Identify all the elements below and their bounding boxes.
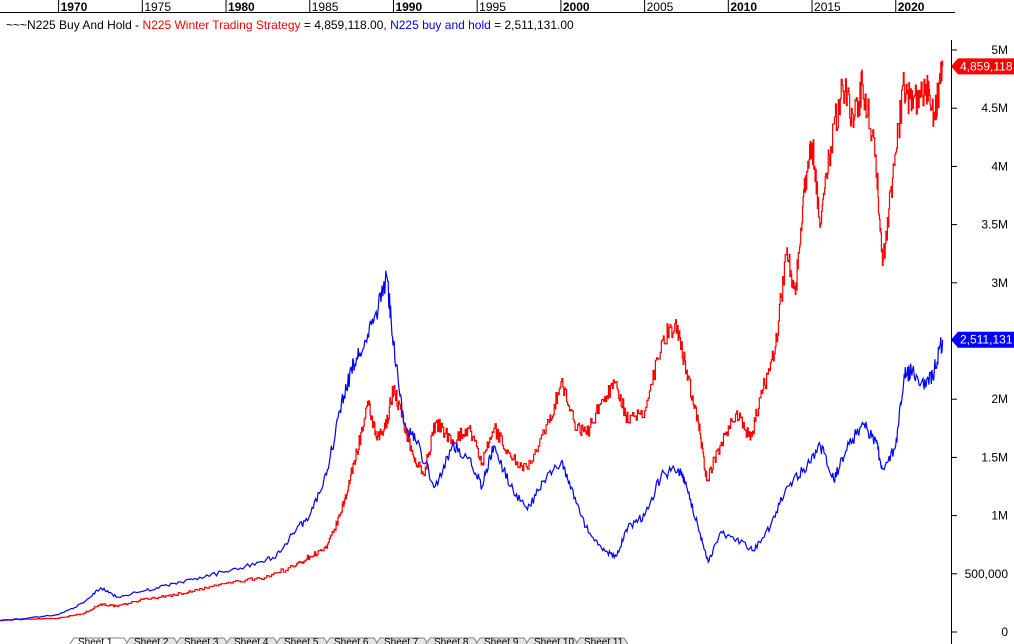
y-tick-label: 3.5M (981, 218, 1008, 232)
legend-strategy-label: N225 Winter Trading Strategy (142, 18, 300, 32)
sheet-tab[interactable] (425, 637, 479, 644)
sheet-tab-label: Sheet 3 (184, 637, 219, 644)
series-line-buy-and-hold (0, 270, 944, 622)
legend-buyhold-value: 2,511,131.00 (505, 18, 575, 32)
legend-separator: , (383, 18, 390, 32)
x-tick-label: 1970 (61, 0, 88, 14)
last-value-label: 4,859,118 (960, 59, 1013, 73)
last-value-marker (951, 58, 1014, 75)
x-tick-label: 1975 (144, 0, 171, 14)
y-tick-label: 500,000 (965, 567, 1009, 581)
sheet-tab-label: Sheet 8 (434, 637, 469, 644)
y-tick-label: 1.5M (981, 450, 1008, 464)
x-tick-label: 2005 (647, 0, 674, 14)
series-line-winter-strategy (0, 60, 944, 622)
x-axis-top: 1970 1975 1980 1985 1990 1995 2000 2005 2010 2015… (0, 0, 955, 14)
last-value-label: 2,511,131 (960, 333, 1013, 347)
sheet-tab-label: Sheet 1 (78, 637, 113, 644)
sheet-tab-label: Sheet 9 (484, 637, 519, 644)
sheet-tab[interactable] (225, 637, 279, 644)
sheet-tab-label: Sheet 5 (284, 637, 319, 644)
x-tick-label: 1995 (479, 0, 506, 14)
sheet-tab[interactable] (175, 637, 229, 644)
sheet-tab[interactable] (475, 637, 529, 644)
x-tick-label: 1990 (395, 0, 422, 14)
last-value-markers: 4,859,118 2,511,131 (951, 58, 1014, 348)
sheet-tab-label: Sheet 2 (134, 637, 169, 644)
legend-buyhold-eq: = (491, 18, 505, 32)
y-tick-label: 2M (991, 392, 1008, 406)
sheet-tab[interactable] (275, 637, 329, 644)
x-tick-label: 2000 (563, 0, 590, 14)
y-tick-label: 1M (991, 509, 1008, 523)
x-tick-label: 2015 (814, 0, 841, 14)
x-tick-label: 1985 (312, 0, 339, 14)
sheet-tab[interactable] (575, 637, 629, 644)
legend-buyhold-label: N225 buy and hold (390, 18, 491, 32)
sheet-tab[interactable] (325, 637, 379, 644)
sheet-tab-label: Sheet 11 (584, 637, 624, 644)
sheet-tab[interactable] (525, 637, 579, 644)
series-layer (0, 60, 944, 622)
y-tick-label: 5M (991, 43, 1008, 57)
sheet-tab[interactable] (125, 637, 179, 644)
sheet-tabs-bar: Sheet 1 Sheet 2 Sheet 3 Sheet 4 Sheet 5 Sheet… (69, 637, 629, 644)
y-tick-label: 3M (991, 276, 1008, 290)
legend-strategy-eq: = (301, 18, 315, 32)
legend: ~~~N225 Buy And Hold - N225 Winter Tradi… (6, 18, 574, 32)
sheet-tab-label: Sheet 7 (384, 637, 419, 644)
sheet-tab[interactable] (69, 637, 129, 644)
sheet-tab[interactable] (375, 637, 429, 644)
sheet-tab-label: Sheet 6 (334, 637, 369, 644)
legend-strategy-value: 4,859,118.00 (314, 18, 384, 32)
legend-prefix: ~~~N225 Buy And Hold - (6, 18, 142, 32)
x-tick-label: 1980 (228, 0, 255, 14)
sheet-tab-label: Sheet 4 (234, 637, 269, 644)
y-tick-label: 4.5M (981, 101, 1008, 115)
last-value-marker (951, 331, 1014, 348)
y-tick-label: 4M (991, 159, 1008, 173)
x-tick-label: 2020 (898, 0, 925, 14)
y-tick-label: 0 (1001, 625, 1008, 639)
x-tick-label: 2010 (730, 0, 757, 14)
sheet-tab-label: Sheet 10 (534, 637, 574, 644)
